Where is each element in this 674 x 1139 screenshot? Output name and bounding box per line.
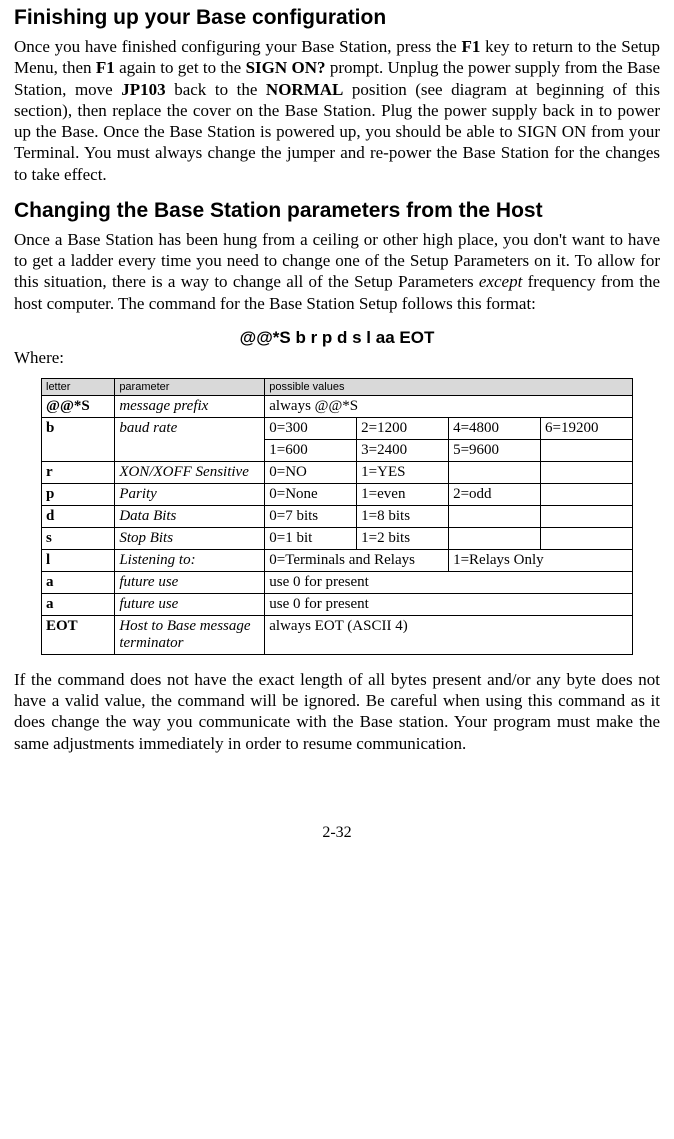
heading-finishing: Finishing up your Base configuration: [14, 6, 660, 30]
cell-value: 2=odd: [449, 483, 541, 505]
cell-value: 0=None: [265, 483, 357, 505]
cell-letter: EOT: [42, 615, 115, 654]
cell-letter: b: [42, 417, 115, 461]
cell-value: [541, 439, 633, 461]
cell-value: use 0 for present: [265, 593, 633, 615]
col-letter: letter: [42, 378, 115, 395]
page-number: 2-32: [14, 824, 660, 842]
table-row: d Data Bits 0=7 bits 1=8 bits: [42, 505, 633, 527]
cell-value: 0=Terminals and Relays: [265, 549, 449, 571]
table-row: EOT Host to Base message terminator alwa…: [42, 615, 633, 654]
cell-value: [449, 527, 541, 549]
table-row: l Listening to: 0=Terminals and Relays 1…: [42, 549, 633, 571]
heading-changing: Changing the Base Station parameters fro…: [14, 199, 660, 223]
cell-param: future use: [115, 593, 265, 615]
cell-letter: r: [42, 461, 115, 483]
cell-param: Listening to:: [115, 549, 265, 571]
cell-value: 0=7 bits: [265, 505, 357, 527]
para-changing: Once a Base Station has been hung from a…: [14, 229, 660, 314]
cell-value: [541, 461, 633, 483]
cell-value: [449, 461, 541, 483]
cell-param: Stop Bits: [115, 527, 265, 549]
col-parameter: parameter: [115, 378, 265, 395]
cell-param: Parity: [115, 483, 265, 505]
parameter-table: letter parameter possible values @@*S me…: [41, 378, 633, 655]
cell-param: future use: [115, 571, 265, 593]
cell-letter: l: [42, 549, 115, 571]
cell-value: 2=1200: [357, 417, 449, 439]
para-closing: If the command does not have the exact l…: [14, 669, 660, 754]
cell-value: 1=2 bits: [357, 527, 449, 549]
cell-value: [449, 505, 541, 527]
cell-value: 4=4800: [449, 417, 541, 439]
cell-param: XON/XOFF Sensitive: [115, 461, 265, 483]
cell-value: [541, 483, 633, 505]
cell-value: 1=Relays Only: [449, 549, 633, 571]
cell-value: 0=NO: [265, 461, 357, 483]
cell-value: 1=8 bits: [357, 505, 449, 527]
cell-param: message prefix: [115, 395, 265, 417]
cell-param: Data Bits: [115, 505, 265, 527]
cell-letter: s: [42, 527, 115, 549]
cell-param: baud rate: [115, 417, 265, 461]
cell-value: 3=2400: [357, 439, 449, 461]
cell-param: Host to Base message terminator: [115, 615, 265, 654]
cell-value: 1=600: [265, 439, 357, 461]
where-label: Where:: [14, 348, 660, 368]
cell-value: always @@*S: [265, 395, 633, 417]
cell-value: 1=YES: [357, 461, 449, 483]
table-row: s Stop Bits 0=1 bit 1=2 bits: [42, 527, 633, 549]
cell-value: use 0 for present: [265, 571, 633, 593]
col-values: possible values: [265, 378, 633, 395]
cell-value: 6=19200: [541, 417, 633, 439]
cell-value: always EOT (ASCII 4): [265, 615, 633, 654]
document-page: Finishing up your Base configuration Onc…: [0, 6, 674, 862]
para-finishing: Once you have finished configuring your …: [14, 36, 660, 185]
cell-letter: d: [42, 505, 115, 527]
cell-value: [541, 527, 633, 549]
cell-letter: a: [42, 571, 115, 593]
table-row: p Parity 0=None 1=even 2=odd: [42, 483, 633, 505]
cell-value: [541, 505, 633, 527]
table-header-row: letter parameter possible values: [42, 378, 633, 395]
cell-letter: p: [42, 483, 115, 505]
table-row: a future use use 0 for present: [42, 571, 633, 593]
cell-value: 1=even: [357, 483, 449, 505]
cell-value: 5=9600: [449, 439, 541, 461]
table-row: r XON/XOFF Sensitive 0=NO 1=YES: [42, 461, 633, 483]
table-row: @@*S message prefix always @@*S: [42, 395, 633, 417]
cell-value: 0=1 bit: [265, 527, 357, 549]
cell-letter: @@*S: [42, 395, 115, 417]
command-format: @@*S b r p d s l aa EOT: [14, 328, 660, 348]
table-row: a future use use 0 for present: [42, 593, 633, 615]
cell-letter: a: [42, 593, 115, 615]
table-row: b baud rate 0=300 2=1200 4=4800 6=19200: [42, 417, 633, 439]
cell-value: 0=300: [265, 417, 357, 439]
